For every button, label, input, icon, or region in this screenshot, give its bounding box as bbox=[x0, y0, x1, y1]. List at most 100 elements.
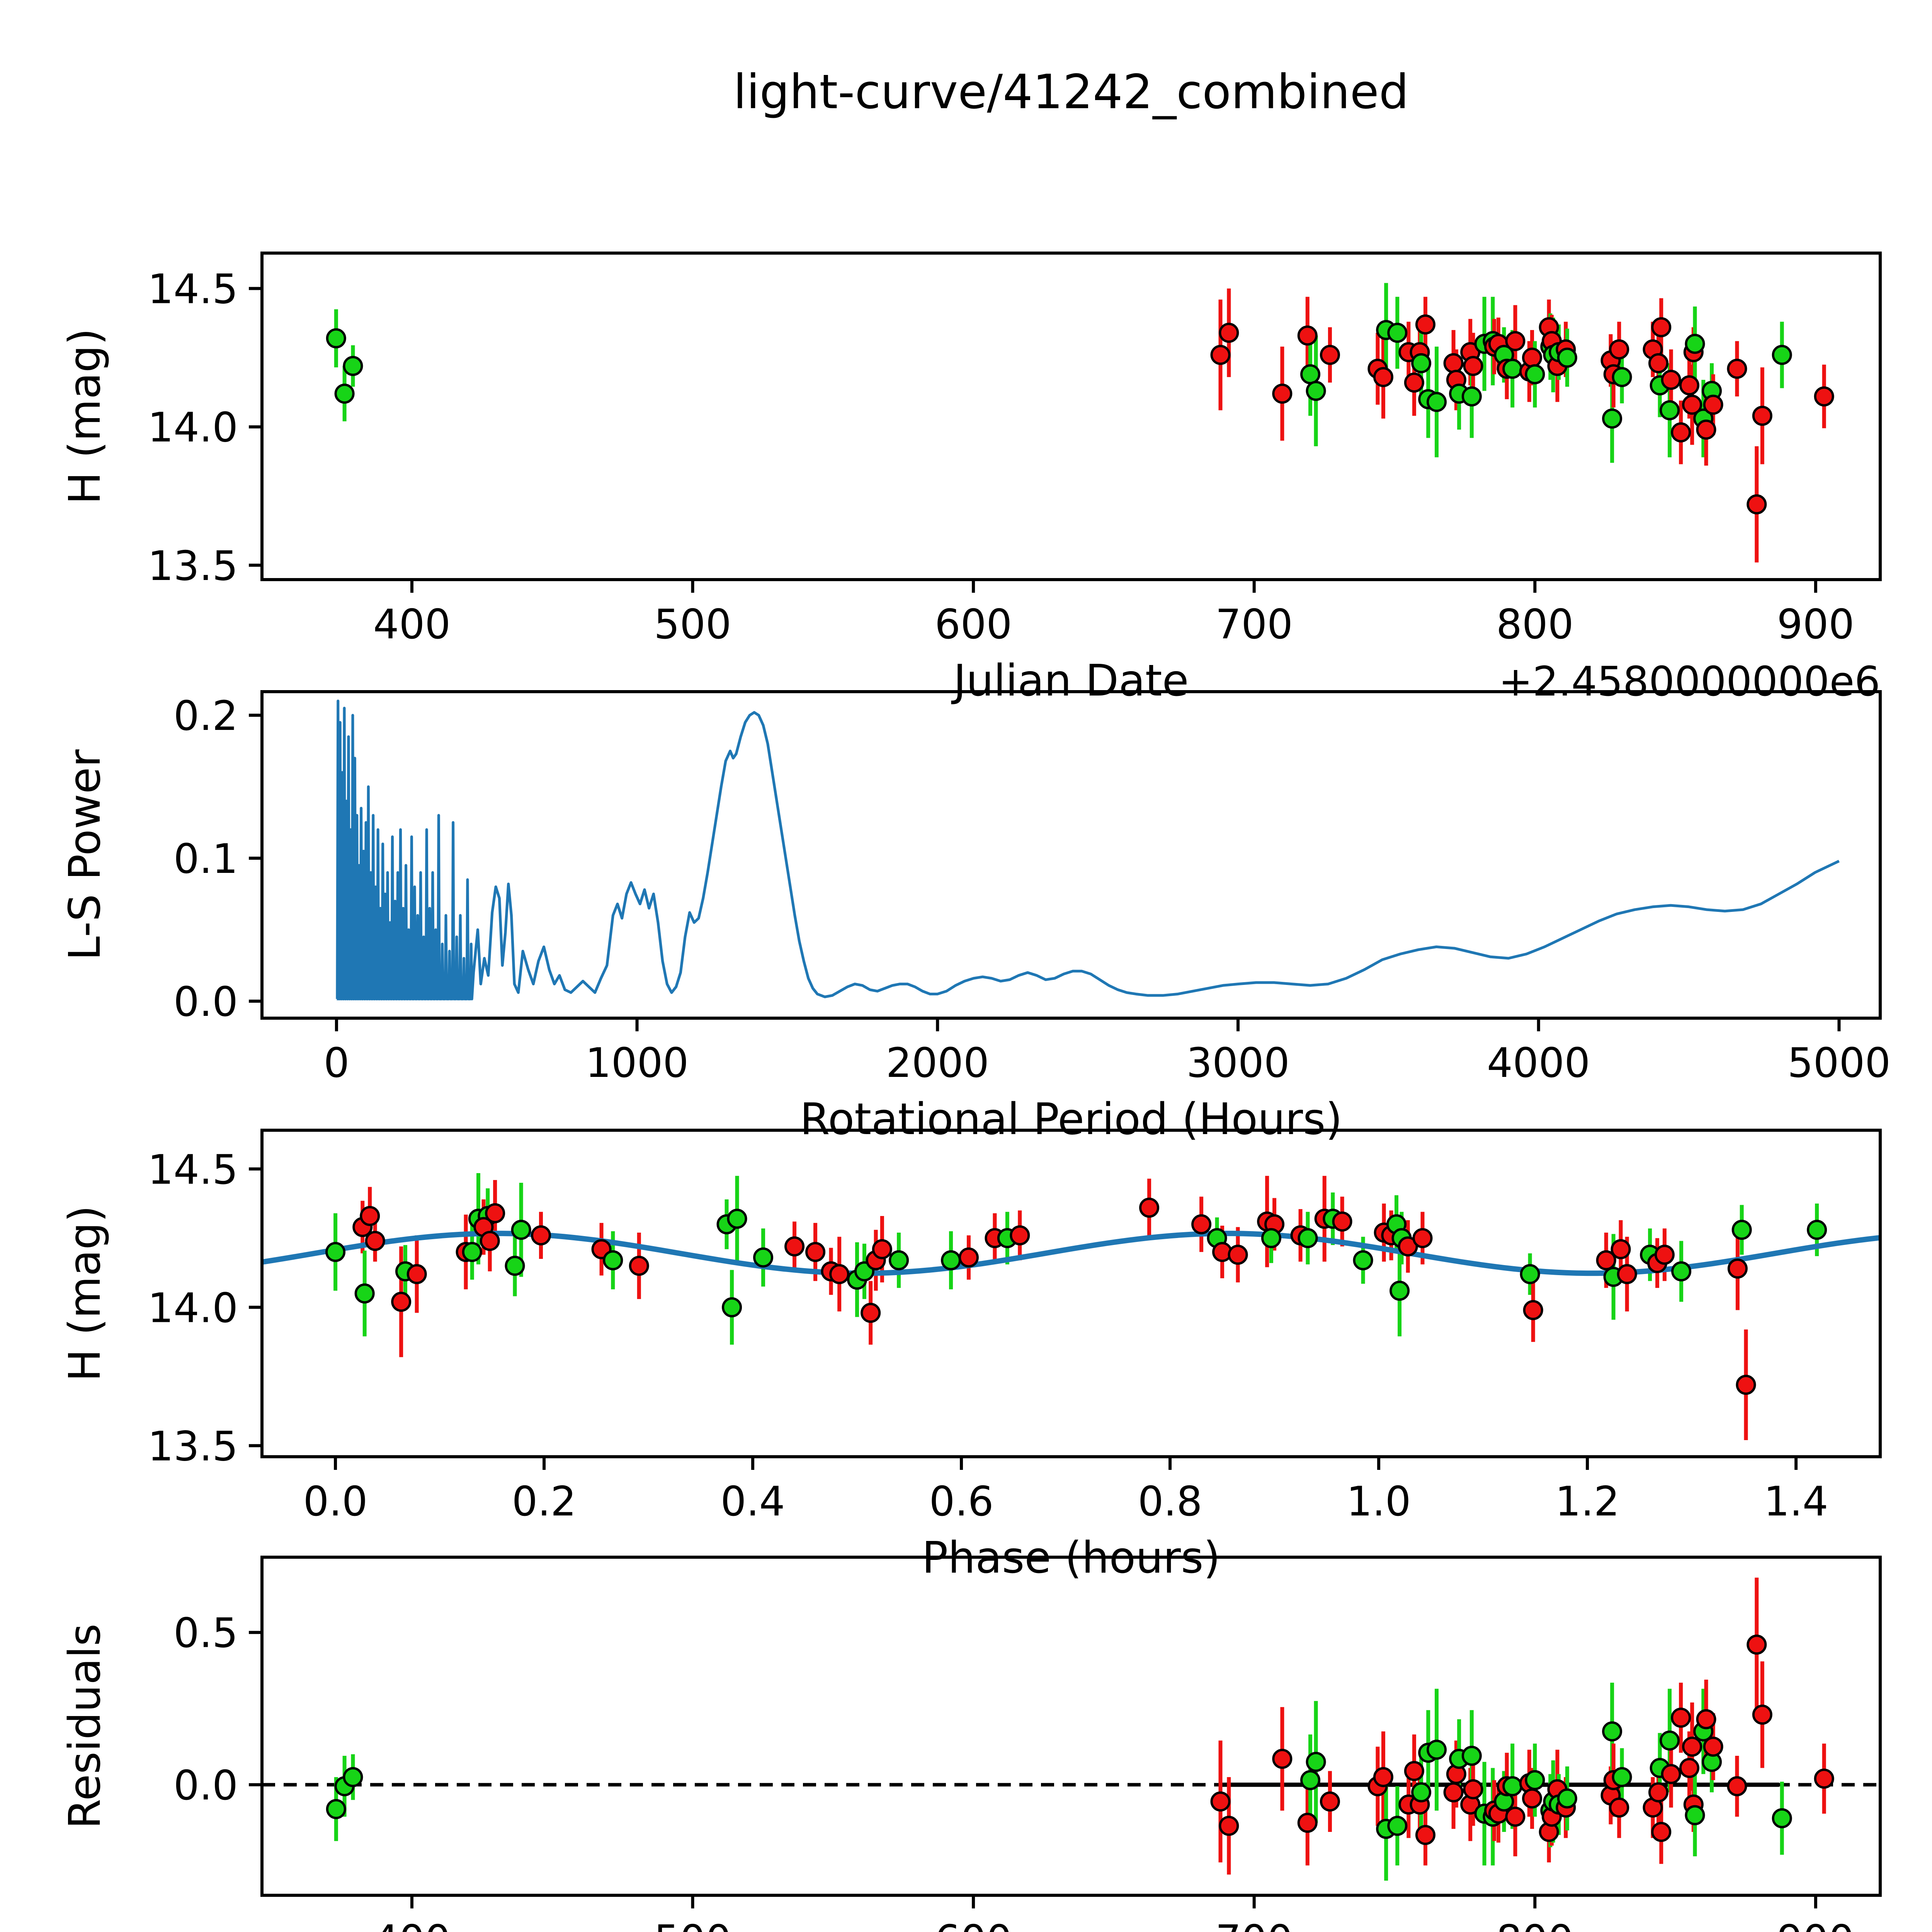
x-tick-label: 800 bbox=[1496, 601, 1573, 648]
axis-box bbox=[260, 1129, 1882, 1458]
x-tick-label: 0 bbox=[323, 1039, 349, 1087]
data-point-red bbox=[1651, 317, 1672, 337]
data-point-red bbox=[1463, 1779, 1483, 1799]
x-tick-label: 4000 bbox=[1487, 1039, 1590, 1087]
data-point-red bbox=[1617, 1264, 1637, 1284]
y-tick-label: 14.0 bbox=[148, 404, 238, 451]
x-tick-label: 700 bbox=[1216, 601, 1293, 648]
data-point-green bbox=[1520, 1264, 1540, 1284]
data-point-red bbox=[1415, 314, 1435, 335]
panel-data bbox=[326, 283, 1834, 563]
figure-title: light-curve/41242_combined bbox=[733, 65, 1409, 119]
x-tick-label: 1.0 bbox=[1347, 1478, 1411, 1525]
data-point-red bbox=[829, 1264, 850, 1284]
data-point-red bbox=[1320, 345, 1340, 365]
data-point-red bbox=[1463, 356, 1483, 376]
y-tick-label: 14.5 bbox=[148, 1146, 238, 1193]
data-point-red bbox=[1696, 419, 1716, 440]
data-point-green bbox=[1731, 1219, 1752, 1240]
data-point-green bbox=[325, 1242, 346, 1262]
x-tick-label: 900 bbox=[1777, 601, 1854, 648]
data-point-red bbox=[784, 1236, 805, 1257]
axis-box bbox=[260, 690, 1882, 1020]
data-point-green bbox=[1557, 1788, 1577, 1809]
y-tick-label: 0.0 bbox=[173, 978, 238, 1026]
data-point-green bbox=[1602, 408, 1622, 429]
data-point-red bbox=[1679, 375, 1699, 396]
x-tick-label: 3000 bbox=[1186, 1039, 1289, 1087]
data-point-red bbox=[958, 1247, 979, 1268]
periodogram-line bbox=[336, 699, 1840, 1000]
data-point-green bbox=[462, 1242, 482, 1262]
data-point-green bbox=[334, 383, 355, 404]
axis-box bbox=[260, 1556, 1882, 1897]
data-point-green bbox=[1353, 1250, 1373, 1270]
data-point-red bbox=[1139, 1197, 1160, 1218]
x-tick-label: 500 bbox=[654, 601, 731, 648]
data-point-green bbox=[511, 1219, 531, 1240]
data-point-red bbox=[872, 1239, 892, 1259]
data-point-red bbox=[1272, 383, 1293, 404]
x-tick-label: 1.2 bbox=[1555, 1478, 1620, 1525]
data-point-red bbox=[1648, 1782, 1669, 1803]
y-tick-label: 13.5 bbox=[148, 1423, 238, 1470]
x-tick-label: 0.8 bbox=[1138, 1478, 1202, 1525]
data-point-red bbox=[1219, 1816, 1239, 1836]
data-point-green bbox=[1306, 381, 1326, 401]
x-tick-label: 0.6 bbox=[929, 1478, 994, 1525]
data-point-green bbox=[1461, 1745, 1482, 1766]
data-point-red bbox=[1727, 359, 1747, 379]
chart-root: 400 500 600 700 800 900 14.5 14.0 13.5 Julian Dat… bbox=[60, 252, 1891, 1932]
x-tick-label: 700 bbox=[1216, 1917, 1293, 1932]
data-point-red bbox=[1320, 1791, 1340, 1812]
data-point-green bbox=[1602, 1721, 1622, 1742]
data-point-red bbox=[480, 1231, 500, 1251]
data-point-red bbox=[1814, 386, 1834, 406]
data-point-green bbox=[1261, 1228, 1281, 1248]
data-point-green bbox=[1427, 1740, 1447, 1760]
data-point-red bbox=[1814, 1769, 1834, 1789]
data-point-red bbox=[1609, 339, 1629, 360]
data-point-red bbox=[1443, 1782, 1464, 1803]
data-point-red bbox=[1752, 1704, 1772, 1725]
data-point-green bbox=[941, 1250, 961, 1270]
x-tick-label: 5000 bbox=[1787, 1039, 1891, 1087]
data-point-green bbox=[1300, 364, 1321, 384]
data-point-red bbox=[1679, 1758, 1699, 1778]
data-point-green bbox=[1298, 1228, 1318, 1248]
data-point-red bbox=[1752, 406, 1772, 426]
data-point-red bbox=[360, 1206, 380, 1226]
data-point-red bbox=[1398, 1236, 1418, 1257]
data-point-green bbox=[1660, 1730, 1680, 1751]
y-axis-label: Residuals bbox=[60, 1624, 110, 1829]
data-point-red bbox=[1661, 369, 1681, 390]
data-point-red bbox=[1272, 1748, 1293, 1769]
data-point-red bbox=[1671, 422, 1691, 443]
data-point-green bbox=[354, 1283, 375, 1304]
x-axis-label: Julian Date bbox=[951, 656, 1189, 706]
x-axis-label: Rotational Period (Hours) bbox=[800, 1094, 1342, 1145]
data-point-green bbox=[603, 1250, 623, 1270]
panel-periodogram: 0 1000 2000 3000 4000 5000 0.2 0.1 0.0 Rotational… bbox=[60, 690, 1891, 1145]
data-point-green bbox=[1525, 364, 1545, 384]
data-point-green bbox=[1685, 1805, 1705, 1825]
data-point-red bbox=[1404, 372, 1424, 393]
data-point-red bbox=[1505, 331, 1526, 351]
panel-data bbox=[262, 1173, 1880, 1440]
data-point-green bbox=[326, 328, 346, 349]
data-point-green bbox=[1411, 1782, 1432, 1803]
x-tick-label: 0.2 bbox=[512, 1478, 577, 1525]
data-point-red bbox=[1654, 1245, 1675, 1265]
x-tick-label: 1000 bbox=[585, 1039, 689, 1087]
data-point-red bbox=[1727, 1259, 1748, 1279]
panel-data bbox=[262, 1577, 1880, 1881]
data-point-green bbox=[1612, 367, 1632, 387]
data-point-green bbox=[1772, 1808, 1792, 1828]
data-point-green bbox=[1612, 1767, 1632, 1787]
data-point-red bbox=[1412, 1228, 1433, 1248]
x-tick-label: 800 bbox=[1496, 1917, 1573, 1932]
x-tick-label: 400 bbox=[373, 1917, 451, 1932]
x-tick-label: 0.0 bbox=[303, 1478, 368, 1525]
data-point-red bbox=[1523, 1300, 1543, 1320]
data-point-green bbox=[1660, 400, 1680, 420]
